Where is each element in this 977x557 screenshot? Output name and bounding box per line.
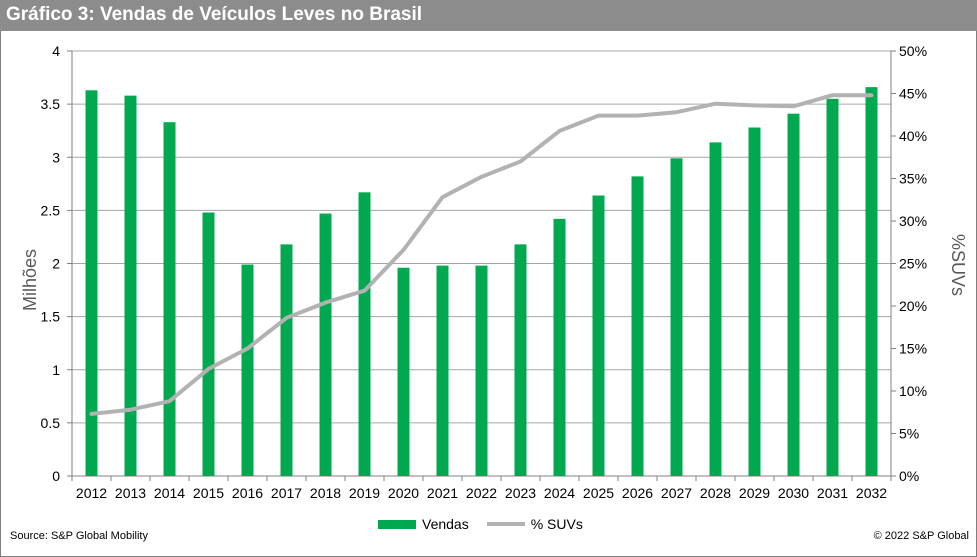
y2-tick-label: 25% — [899, 256, 927, 272]
y-tick-label: 4 — [52, 43, 60, 59]
bar — [202, 212, 215, 476]
x-axis-ticks: 2012 2013 2014 2015 2016 2017 2018 2019 2020 2021… — [71, 476, 892, 501]
y-tick-label: 2.5 — [41, 202, 61, 218]
bar — [826, 98, 839, 476]
legend-label-suvs: % SUVs — [530, 516, 583, 532]
x-tick-label: 2014 — [154, 485, 185, 501]
legend-swatch-line — [486, 522, 525, 526]
bar — [280, 244, 293, 476]
bar — [514, 244, 527, 476]
bar — [397, 267, 410, 476]
bar — [124, 95, 137, 476]
bar — [319, 213, 332, 476]
y-tick-label: 1.5 — [41, 309, 61, 325]
y-tick-label: 3.5 — [41, 96, 61, 112]
bar — [358, 192, 371, 476]
x-tick-label: 2021 — [427, 485, 458, 501]
bar — [436, 265, 449, 476]
legend-item-vendas: Vendas — [378, 516, 469, 532]
y2-tick-label: 10% — [899, 383, 927, 399]
legend-swatch-bar — [378, 519, 416, 529]
x-tick-label: 2029 — [739, 485, 770, 501]
x-tick-label: 2020 — [388, 485, 419, 501]
right-axis-ticks: 0% 5% 10% 15% 20% 25% 30% 35% 40% 45% 50% — [891, 43, 927, 484]
x-tick-label: 2026 — [622, 485, 653, 501]
copyright-note: © 2022 S&P Global — [873, 530, 969, 542]
chart-title: Gráfico 3: Vendas de Veículos Leves no B… — [6, 4, 423, 25]
left-axis-ticks: 0 0.5 1 1.5 2 2.5 3 3.5 4 — [41, 43, 72, 484]
y-tick-label: 0 — [52, 468, 60, 484]
x-tick-label: 2018 — [310, 485, 341, 501]
bar — [241, 264, 254, 476]
x-tick-label: 2019 — [349, 485, 380, 501]
y2-tick-label: 35% — [899, 171, 927, 187]
legend: Vendas % SUVs — [378, 516, 601, 532]
y2-tick-label: 40% — [899, 128, 927, 144]
x-tick-label: 2017 — [271, 485, 302, 501]
bar — [631, 176, 644, 476]
y2-tick-label: 15% — [899, 341, 927, 357]
legend-label-vendas: Vendas — [422, 516, 469, 532]
x-tick-label: 2027 — [661, 485, 692, 501]
y-tick-label: 0.5 — [41, 415, 61, 431]
bar — [85, 90, 98, 476]
x-tick-label: 2028 — [700, 485, 731, 501]
x-tick-label: 2012 — [76, 485, 107, 501]
y2-tick-label: 30% — [899, 213, 927, 229]
x-tick-label: 2015 — [193, 485, 224, 501]
title-bar: Gráfico 3: Vendas de Veículos Leves no B… — [0, 0, 977, 31]
x-tick-label: 2016 — [232, 485, 263, 501]
x-tick-label: 2032 — [856, 485, 887, 501]
y2-tick-label: 0% — [899, 468, 919, 484]
y2-tick-label: 5% — [899, 426, 919, 442]
x-tick-label: 2025 — [583, 485, 614, 501]
bar — [787, 113, 800, 476]
y2-tick-label: 20% — [899, 298, 927, 314]
bar — [670, 158, 683, 476]
bar-series — [85, 87, 878, 476]
y2-axis-title: %SUVs — [948, 234, 968, 296]
y-tick-label: 1 — [52, 362, 60, 378]
y-tick-label: 2 — [52, 256, 60, 272]
bar — [475, 265, 488, 476]
line-series — [89, 93, 874, 416]
x-tick-label: 2024 — [544, 485, 575, 501]
x-tick-label: 2022 — [466, 485, 497, 501]
x-tick-label: 2030 — [778, 485, 809, 501]
x-tick-label: 2013 — [115, 485, 146, 501]
y-axis-title: Milhões — [20, 249, 40, 311]
suv-share-line — [89, 93, 874, 416]
bar — [748, 127, 761, 476]
x-tick-label: 2023 — [505, 485, 536, 501]
legend-item-suvs: % SUVs — [486, 516, 583, 532]
y2-tick-label: 50% — [899, 43, 927, 59]
y2-tick-label: 45% — [899, 86, 927, 102]
bar — [709, 142, 722, 476]
bar — [163, 122, 176, 476]
bar — [553, 218, 566, 476]
source-note: Source: S&P Global Mobility — [10, 530, 148, 542]
bar — [592, 195, 605, 476]
x-tick-label: 2031 — [817, 485, 848, 501]
y-tick-label: 3 — [52, 149, 60, 165]
bar — [865, 87, 878, 476]
